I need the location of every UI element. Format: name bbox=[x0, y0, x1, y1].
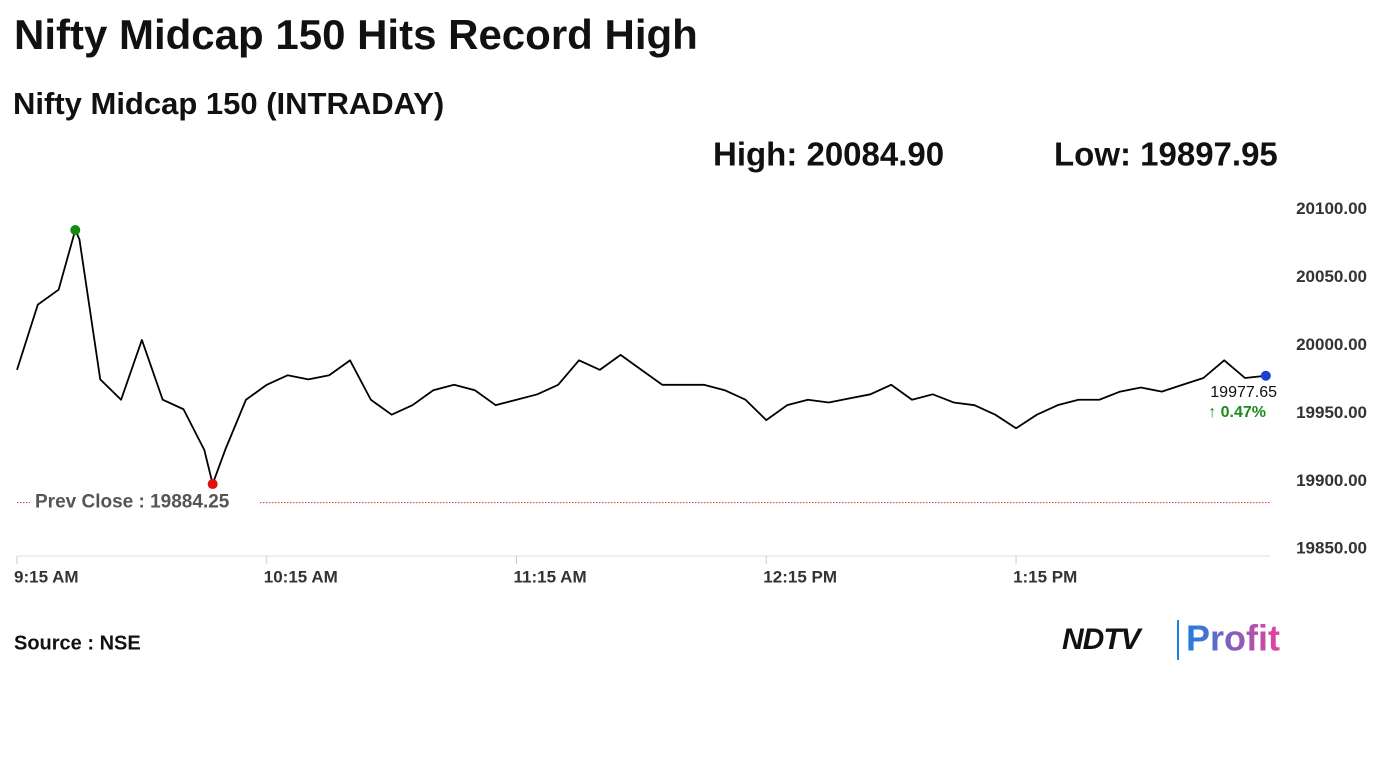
low-marker bbox=[207, 479, 218, 490]
x-tick-label: 9:15 AM bbox=[14, 567, 79, 586]
logo-product: Profit bbox=[1186, 618, 1280, 659]
last-point bbox=[1260, 370, 1271, 381]
source: Source : NSE bbox=[14, 632, 141, 654]
x-tick-label: 1:15 PM bbox=[1013, 567, 1077, 586]
reference-label-bg bbox=[30, 490, 260, 515]
y-tick-label: 19850.00 bbox=[1296, 539, 1367, 558]
y-tick-label: 19900.00 bbox=[1296, 471, 1367, 490]
chart-subtitle: Nifty Midcap 150 (INTRADAY) bbox=[13, 86, 444, 121]
x-tick-label: 12:15 PM bbox=[763, 567, 837, 586]
x-tick-label: 10:15 AM bbox=[264, 567, 338, 586]
chart-title: Nifty Midcap 150 Hits Record High bbox=[14, 11, 698, 58]
y-tick-label: 19950.00 bbox=[1296, 403, 1367, 422]
last-value-label: 19977.65 bbox=[1210, 384, 1277, 401]
high-marker bbox=[70, 225, 81, 236]
plot-area: 19850.00 19900.00 19950.00 20000.00 20050.00… bbox=[14, 199, 1367, 586]
y-tick-label: 20000.00 bbox=[1296, 335, 1367, 354]
change-label: ↑ 0.47% bbox=[1208, 404, 1266, 421]
x-tick-label: 11:15 AM bbox=[514, 567, 587, 586]
high-label: High: 20084.90 bbox=[713, 136, 944, 173]
logo-brand: NDTV bbox=[1062, 623, 1144, 656]
low-label: Low: 19897.95 bbox=[1054, 136, 1278, 173]
price-line bbox=[16, 229, 1266, 485]
y-tick-label: 20050.00 bbox=[1296, 267, 1367, 286]
reference-label: Prev Close : 19884.25 bbox=[35, 492, 230, 513]
y-tick-label: 20100.00 bbox=[1296, 199, 1367, 218]
